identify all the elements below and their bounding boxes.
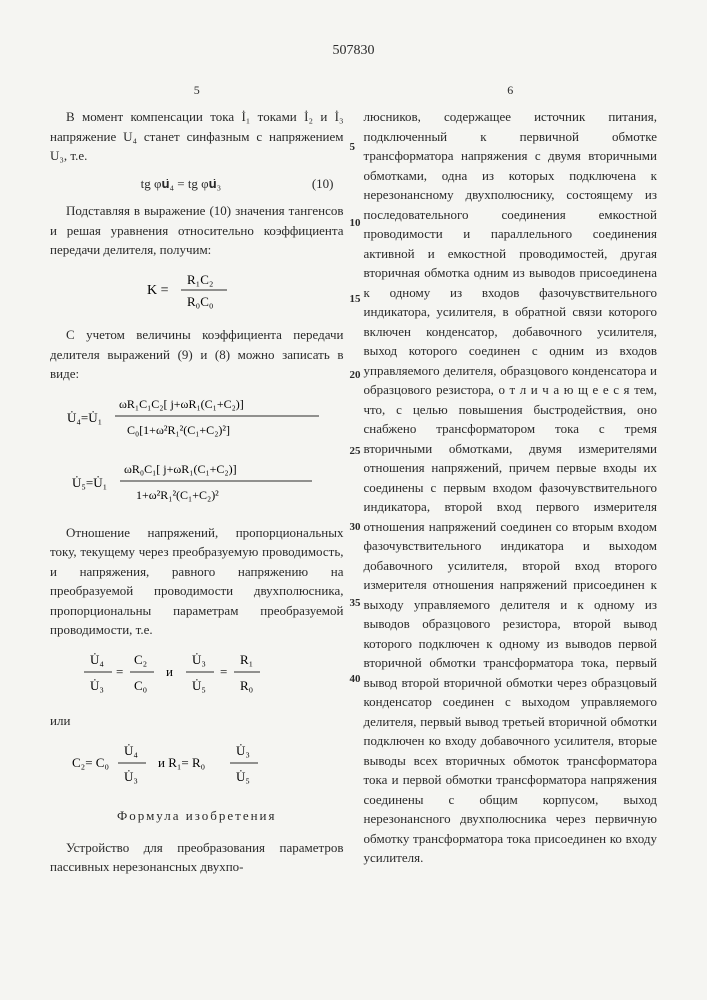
eq-U5-svg: U̇₅=U̇₁ ωR₀C₁[ j+ωR₁(C₁+C₂)] 1+ω²R₁²(C₁+… (72, 457, 322, 509)
svg-text:U̇₄=U̇₁: U̇₄=U̇₁ (67, 410, 102, 425)
ln-20: 20 (350, 367, 361, 384)
svg-text:U̇₅: U̇₅ (236, 769, 250, 784)
ln-30: 30 (350, 519, 361, 536)
svg-text:U̇₃: U̇₃ (90, 678, 104, 693)
svg-text:U̇₃: U̇₃ (236, 743, 250, 758)
ln-15: 15 (350, 291, 361, 308)
left-p4: Отношение напряжений, пропорциональных т… (50, 523, 344, 640)
right-column: 6 5 10 15 20 25 30 35 40 люсников, содер… (364, 81, 658, 883)
ln-10: 10 (350, 215, 361, 232)
svg-text:U̇₅=U̇₁: U̇₅=U̇₁ (72, 475, 107, 490)
svg-text:R₁: R₁ (240, 652, 253, 667)
eq-C2R1-svg: C₂= C₀ U̇₄ U̇₃ и R₁= R₀ U̇₃ U̇₅ (72, 739, 322, 789)
svg-text:R₀: R₀ (240, 678, 253, 693)
svg-text:U̇₃: U̇₃ (124, 769, 138, 784)
eq10-body: tg φ𝐮̇₄ = tg φ𝐮̇₃ (141, 176, 222, 191)
eq-ratio-svg: U̇₄ U̇₃ = C₂ C₀ и U̇₃ U̇₅ = R₁ R₀ (82, 648, 312, 698)
svg-text:и R₁= R₀: и R₁= R₀ (158, 755, 205, 770)
ln-5: 5 (350, 139, 356, 156)
ili-text: или (50, 711, 344, 731)
ln-25: 25 (350, 443, 361, 460)
equation-C2R1: C₂= C₀ U̇₄ U̇₃ и R₁= R₀ U̇₃ U̇₅ (50, 739, 344, 795)
equation-U4: U̇₄=U̇₁ ωR₁C₁C₂[ j+ωR₁(C₁+C₂)] C₀[1+ω²R₁… (50, 392, 344, 450)
document-number: 507830 (50, 40, 657, 61)
columns-container: 5 В момент компенсации тока İ₁ токами İ₂… (50, 81, 657, 883)
right-col-number: 6 (364, 81, 658, 99)
left-p5: Устройство для преобразования параметров… (50, 838, 344, 877)
left-p3: С учетом величины коэффициента передачи … (50, 325, 344, 384)
svg-text:R₁C₂: R₁C₂ (187, 272, 213, 287)
svg-text:и: и (166, 664, 173, 679)
equation-ratio: U̇₄ U̇₃ = C₂ C₀ и U̇₃ U̇₅ = R₁ R₀ (50, 648, 344, 704)
eq-K-svg: K = R₁C₂ R₀C₀ (147, 268, 247, 312)
formula-title: Формула изобретения (50, 806, 344, 826)
equation-K: K = R₁C₂ R₀C₀ (50, 268, 344, 318)
svg-text:R₀C₀: R₀C₀ (187, 294, 213, 309)
svg-text:C₀: C₀ (134, 678, 147, 693)
svg-text:C₂: C₂ (134, 652, 147, 667)
svg-text:U̇₃: U̇₃ (192, 652, 206, 667)
left-column: 5 В момент компенсации тока İ₁ токами İ₂… (50, 81, 344, 883)
svg-text:U̇₄: U̇₄ (90, 652, 104, 667)
svg-text:U̇₄: U̇₄ (124, 743, 138, 758)
left-p2: Подставляя в выражение (10) значения тан… (50, 201, 344, 260)
equation-U5: U̇₅=U̇₁ ωR₀C₁[ j+ωR₁(C₁+C₂)] 1+ω²R₁²(C₁+… (50, 457, 344, 515)
ln-35: 35 (350, 595, 361, 612)
svg-text:K =: K = (147, 283, 169, 298)
svg-text:ωR₀C₁[ j+ωR₁(C₁+C₂)]: ωR₀C₁[ j+ωR₁(C₁+C₂)] (124, 462, 237, 476)
svg-text:ωR₁C₁C₂[ j+ωR₁(C₁+C₂)]: ωR₁C₁C₂[ j+ωR₁(C₁+C₂)] (119, 397, 244, 411)
svg-text:U̇₅: U̇₅ (192, 678, 206, 693)
svg-text:=: = (116, 664, 123, 679)
equation-10: tg φ𝐮̇₄ = tg φ𝐮̇₃ (10) (50, 174, 344, 194)
left-col-number: 5 (50, 81, 344, 99)
left-p1: В момент компенсации тока İ₁ токами İ₂ и… (50, 107, 344, 166)
eq-U4-svg: U̇₄=U̇₁ ωR₁C₁C₂[ j+ωR₁(C₁+C₂)] C₀[1+ω²R₁… (67, 392, 327, 444)
ln-40: 40 (350, 671, 361, 688)
svg-text:1+ω²R₁²(C₁+C₂)²: 1+ω²R₁²(C₁+C₂)² (136, 488, 219, 502)
svg-text:C₀[1+ω²R₁²(C₁+C₂)²]: C₀[1+ω²R₁²(C₁+C₂)²] (127, 423, 230, 437)
eq10-number: (10) (312, 174, 334, 194)
svg-text:=: = (220, 664, 227, 679)
right-text: люсников, содержащее источник питания, п… (364, 107, 658, 868)
svg-text:C₂= C₀: C₂= C₀ (72, 755, 109, 770)
